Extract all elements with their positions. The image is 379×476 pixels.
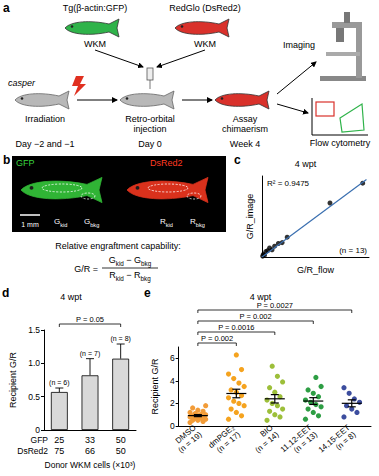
svg-text:50: 50 bbox=[116, 446, 126, 456]
svg-text:33: 33 bbox=[85, 435, 95, 445]
svg-text:(n = 14): (n = 14) bbox=[254, 430, 281, 455]
svg-text:11,12-EET: 11,12-EET bbox=[278, 423, 314, 455]
svg-text:0.5: 0.5 bbox=[28, 392, 40, 402]
svg-text:14,15-EET: 14,15-EET bbox=[316, 423, 352, 455]
svg-text:Tg(β-actin:GFP): Tg(β-actin:GFP) bbox=[63, 3, 128, 13]
svg-text:Gkid − Gbkg: Gkid − Gbkg bbox=[109, 255, 152, 268]
svg-text:2: 2 bbox=[170, 398, 175, 408]
svg-text:WKM: WKM bbox=[84, 39, 106, 49]
svg-text:4 wpt: 4 wpt bbox=[295, 159, 317, 169]
svg-text:0: 0 bbox=[170, 421, 175, 431]
svg-text:DMSO: DMSO bbox=[173, 423, 198, 446]
svg-text:Week 4: Week 4 bbox=[230, 139, 260, 149]
svg-text:d: d bbox=[2, 286, 9, 300]
svg-text:Rkid − Rbkg: Rkid − Rbkg bbox=[109, 270, 151, 283]
svg-text:a: a bbox=[3, 1, 10, 15]
svg-text:Imaging: Imaging bbox=[283, 40, 315, 50]
svg-text:(n = 6): (n = 6) bbox=[49, 379, 69, 387]
svg-text:chimaerism: chimaerism bbox=[222, 124, 268, 134]
svg-text:G/R =: G/R = bbox=[74, 264, 98, 274]
svg-text:Recipient G/R: Recipient G/R bbox=[8, 351, 18, 408]
svg-text:P = 0.002: P = 0.002 bbox=[201, 334, 233, 343]
svg-text:Day −2 and −1: Day −2 and −1 bbox=[15, 139, 74, 149]
svg-text:50: 50 bbox=[116, 435, 126, 445]
svg-text:4: 4 bbox=[170, 376, 175, 386]
svg-text:Day 0: Day 0 bbox=[138, 139, 162, 149]
svg-text:Rbkg: Rbkg bbox=[190, 217, 205, 228]
svg-text:1.0: 1.0 bbox=[28, 358, 40, 368]
svg-text:Retro-orbital: Retro-orbital bbox=[125, 114, 175, 124]
svg-text:(n = 17): (n = 17) bbox=[215, 430, 242, 455]
svg-text:P = 0.05: P = 0.05 bbox=[76, 315, 104, 324]
svg-text:0: 0 bbox=[35, 425, 40, 435]
svg-text:Donor WKM cells (×10³): Donor WKM cells (×10³) bbox=[45, 460, 136, 470]
svg-text:GFP: GFP bbox=[31, 435, 49, 445]
svg-text:G/R_flow: G/R_flow bbox=[297, 265, 335, 275]
svg-text:R² = 0.9475: R² = 0.9475 bbox=[267, 179, 310, 188]
svg-text:P = 0.002: P = 0.002 bbox=[239, 312, 271, 321]
svg-text:Assay: Assay bbox=[233, 114, 258, 124]
svg-text:DsRed2: DsRed2 bbox=[150, 158, 183, 168]
svg-text:Recipient G/R: Recipient G/R bbox=[150, 358, 160, 415]
svg-text:Relative engraftment capabilit: Relative engraftment capability: bbox=[55, 241, 181, 251]
svg-text:c: c bbox=[234, 153, 241, 167]
svg-text:BIO: BIO bbox=[258, 423, 275, 439]
svg-text:(n = 13): (n = 13) bbox=[292, 430, 319, 455]
svg-text:Gbkg: Gbkg bbox=[84, 217, 99, 228]
svg-text:RedGlo (DsRed2): RedGlo (DsRed2) bbox=[169, 3, 241, 13]
svg-text:(n = 13): (n = 13) bbox=[339, 246, 367, 255]
svg-text:G/R_image: G/R_image bbox=[245, 194, 255, 240]
svg-text:(n = 8): (n = 8) bbox=[110, 335, 130, 343]
svg-text:1 mm: 1 mm bbox=[21, 221, 39, 228]
svg-text:dmPGE₂: dmPGE₂ bbox=[206, 423, 237, 450]
svg-text:Irradiation: Irradiation bbox=[25, 114, 65, 124]
svg-text:injection: injection bbox=[133, 124, 166, 134]
svg-text:75: 75 bbox=[54, 446, 64, 456]
svg-text:casper: casper bbox=[8, 78, 36, 88]
svg-text:Flow cytometry: Flow cytometry bbox=[310, 138, 371, 148]
svg-text:(n = 8): (n = 8) bbox=[334, 430, 358, 452]
svg-text:P = 0.0016: P = 0.0016 bbox=[218, 323, 254, 332]
svg-text:(n = 19): (n = 19) bbox=[177, 430, 204, 455]
svg-text:1.5: 1.5 bbox=[28, 325, 40, 335]
svg-text:(n = 7): (n = 7) bbox=[80, 350, 100, 358]
svg-text:4 wpt: 4 wpt bbox=[60, 292, 82, 302]
svg-text:WKM: WKM bbox=[194, 39, 216, 49]
svg-text:b: b bbox=[3, 153, 10, 167]
svg-text:25: 25 bbox=[54, 435, 64, 445]
svg-text:Gkid: Gkid bbox=[54, 217, 67, 228]
svg-text:66: 66 bbox=[85, 446, 95, 456]
svg-text:Rkid: Rkid bbox=[160, 217, 173, 228]
svg-text:P = 0.0027: P = 0.0027 bbox=[257, 301, 293, 310]
svg-text:6: 6 bbox=[170, 353, 175, 363]
svg-text:4 wpt: 4 wpt bbox=[250, 292, 272, 302]
svg-text:e: e bbox=[144, 286, 151, 300]
svg-text:DsRed2: DsRed2 bbox=[17, 446, 48, 456]
svg-text:GFP: GFP bbox=[16, 158, 35, 168]
